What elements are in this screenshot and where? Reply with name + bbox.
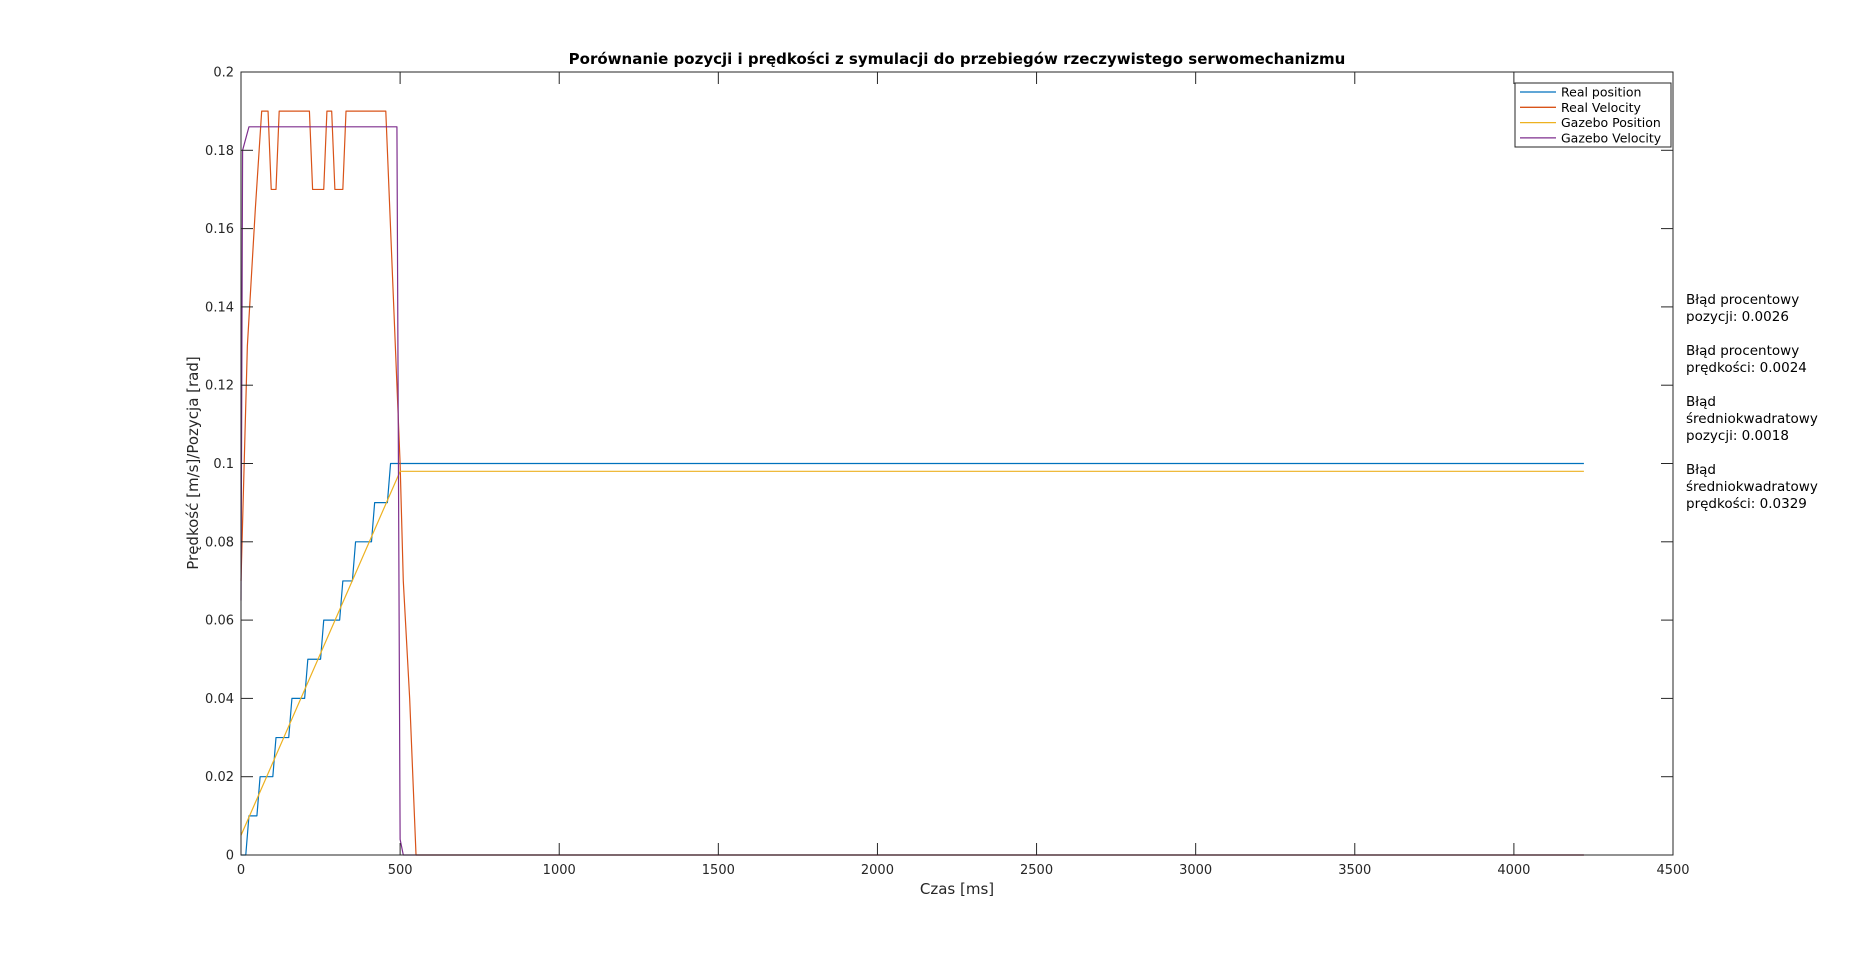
legend-box	[1514, 82, 1672, 148]
x-tick-label: 0	[237, 863, 245, 878]
y-tick-label: 0.06	[205, 614, 234, 629]
legend-entry: Real Velocity	[1561, 100, 1642, 115]
y-tick-label: 0	[226, 849, 234, 864]
legend-entry: Gazebo Position	[1561, 115, 1661, 130]
y-tick-label: 0.16	[205, 222, 234, 237]
ticks-layer: 0 500 1000 1500 2000 2500 3000 3500 4000 4500 0 0.0…	[205, 66, 1690, 879]
y-tick-label: 0.04	[205, 692, 234, 707]
y-tick-label: 0.02	[205, 770, 234, 785]
legend-entry: Real position	[1561, 85, 1641, 100]
legend-entry: Gazebo Velocity	[1561, 130, 1662, 145]
y-tick-label: 0.12	[205, 379, 234, 394]
x-tick-label: 1500	[702, 863, 735, 878]
series-line-real-velocity	[240, 110, 1584, 856]
plot-frame	[240, 71, 1674, 856]
x-axis-label: Czas [ms]	[920, 880, 994, 898]
error-annotations: Błąd procentowy pozycji: 0.0026 Błąd pro…	[1686, 292, 1850, 530]
annotation-position-percent-error: Błąd procentowy pozycji: 0.0026	[1686, 292, 1800, 325]
x-tick-label: 4500	[1656, 863, 1689, 878]
y-tick-label: 0.14	[205, 300, 234, 315]
y-tick-label: 0.08	[205, 535, 234, 550]
y-tick-label: 0.1	[213, 457, 234, 472]
x-tick-label: 1000	[543, 863, 576, 878]
chart-title: Porównanie pozycji i prędkości z symulac…	[569, 50, 1346, 68]
x-tick-label: 2000	[861, 863, 894, 878]
x-tick-label: 4000	[1497, 863, 1530, 878]
y-tick-label: 0.2	[213, 66, 234, 81]
x-tick-label: 3500	[1338, 863, 1371, 878]
x-tick-label: 500	[388, 863, 413, 878]
y-axis-label: Prędkość [m/s]/Pozycja [rad]	[184, 356, 202, 570]
annotation-velocity-percent-error: Błąd procentowy prędkości: 0.0024	[1686, 343, 1807, 376]
annotation-velocity-mse: Błąd średniokwadratowy prędkości: 0.0329	[1686, 462, 1818, 512]
x-tick-label: 2500	[1020, 863, 1053, 878]
annotation-position-mse: Błąd średniokwadratowy pozycji: 0.0018	[1686, 394, 1818, 444]
x-tick-label: 3000	[1179, 863, 1212, 878]
series-line-gazebo-position	[240, 470, 1584, 836]
y-tick-label: 0.18	[205, 144, 234, 159]
